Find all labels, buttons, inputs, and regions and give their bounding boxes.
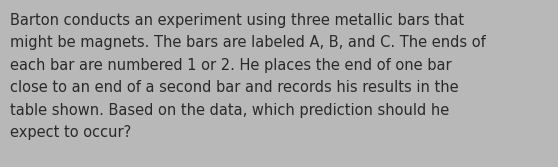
Text: might be magnets. The bars are labeled A, B, and C. The ends of: might be magnets. The bars are labeled A… [10, 36, 486, 50]
Text: close to an end of a second bar and records his results in the: close to an end of a second bar and reco… [10, 80, 459, 96]
Text: table shown. Based on the data, which prediction should he: table shown. Based on the data, which pr… [10, 103, 449, 118]
Text: Barton conducts an experiment using three metallic bars that: Barton conducts an experiment using thre… [10, 13, 464, 28]
Text: expect to occur?: expect to occur? [10, 125, 131, 140]
Text: each bar are numbered 1 or 2. He places the end of one bar: each bar are numbered 1 or 2. He places … [10, 58, 451, 73]
